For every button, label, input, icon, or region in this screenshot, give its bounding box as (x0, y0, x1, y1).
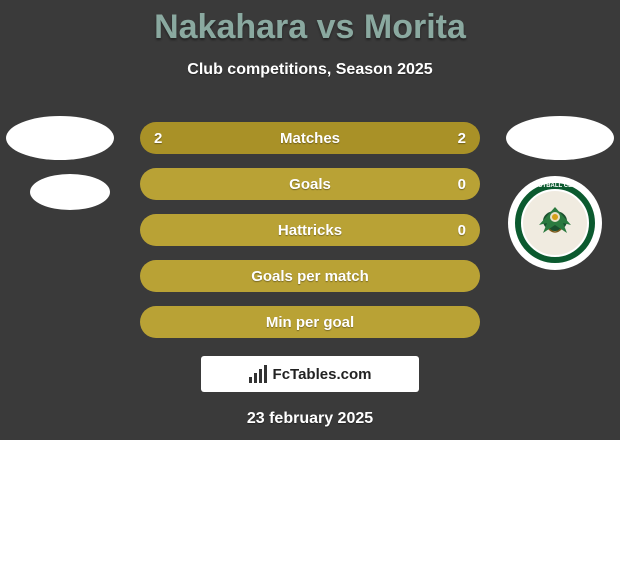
eagle-icon (533, 199, 577, 239)
right-club-crest: FOOTBALL CLUB (508, 176, 602, 270)
stat-row: 2Matches2 (140, 122, 480, 154)
stats-rows: 2Matches2Goals0Hattricks0Goals per match… (140, 122, 480, 352)
stat-label: Min per goal (140, 314, 480, 331)
stat-right-value: 0 (458, 222, 466, 239)
stat-label: Goals per match (140, 268, 480, 285)
stat-row: Hattricks0 (140, 214, 480, 246)
stat-right-value: 2 (458, 130, 466, 147)
subtitle: Club competitions, Season 2025 (0, 61, 620, 79)
bars-icon (249, 365, 267, 383)
left-player-badge-1 (6, 116, 114, 160)
stat-row: Min per goal (140, 306, 480, 338)
stat-label: Hattricks (140, 222, 480, 239)
page-title: Nakahara vs Morita (0, 0, 620, 47)
stat-label: Goals (140, 176, 480, 193)
date-line: 23 february 2025 (0, 410, 620, 428)
stat-right-value: 0 (458, 176, 466, 193)
right-player-badge-1 (506, 116, 614, 160)
stat-label: Matches (140, 130, 480, 147)
watermark-text: FcTables.com (273, 366, 372, 383)
fctables-watermark: FcTables.com (201, 356, 419, 392)
stat-left-value: 2 (154, 130, 162, 147)
stat-row: Goals0 (140, 168, 480, 200)
club-crest-icon: FOOTBALL CLUB (515, 183, 595, 263)
stat-row: Goals per match (140, 260, 480, 292)
crest-top-text: FOOTBALL CLUB (515, 183, 595, 189)
left-player-badge-2 (30, 174, 110, 210)
comparison-card: Nakahara vs Morita Club competitions, Se… (0, 0, 620, 440)
